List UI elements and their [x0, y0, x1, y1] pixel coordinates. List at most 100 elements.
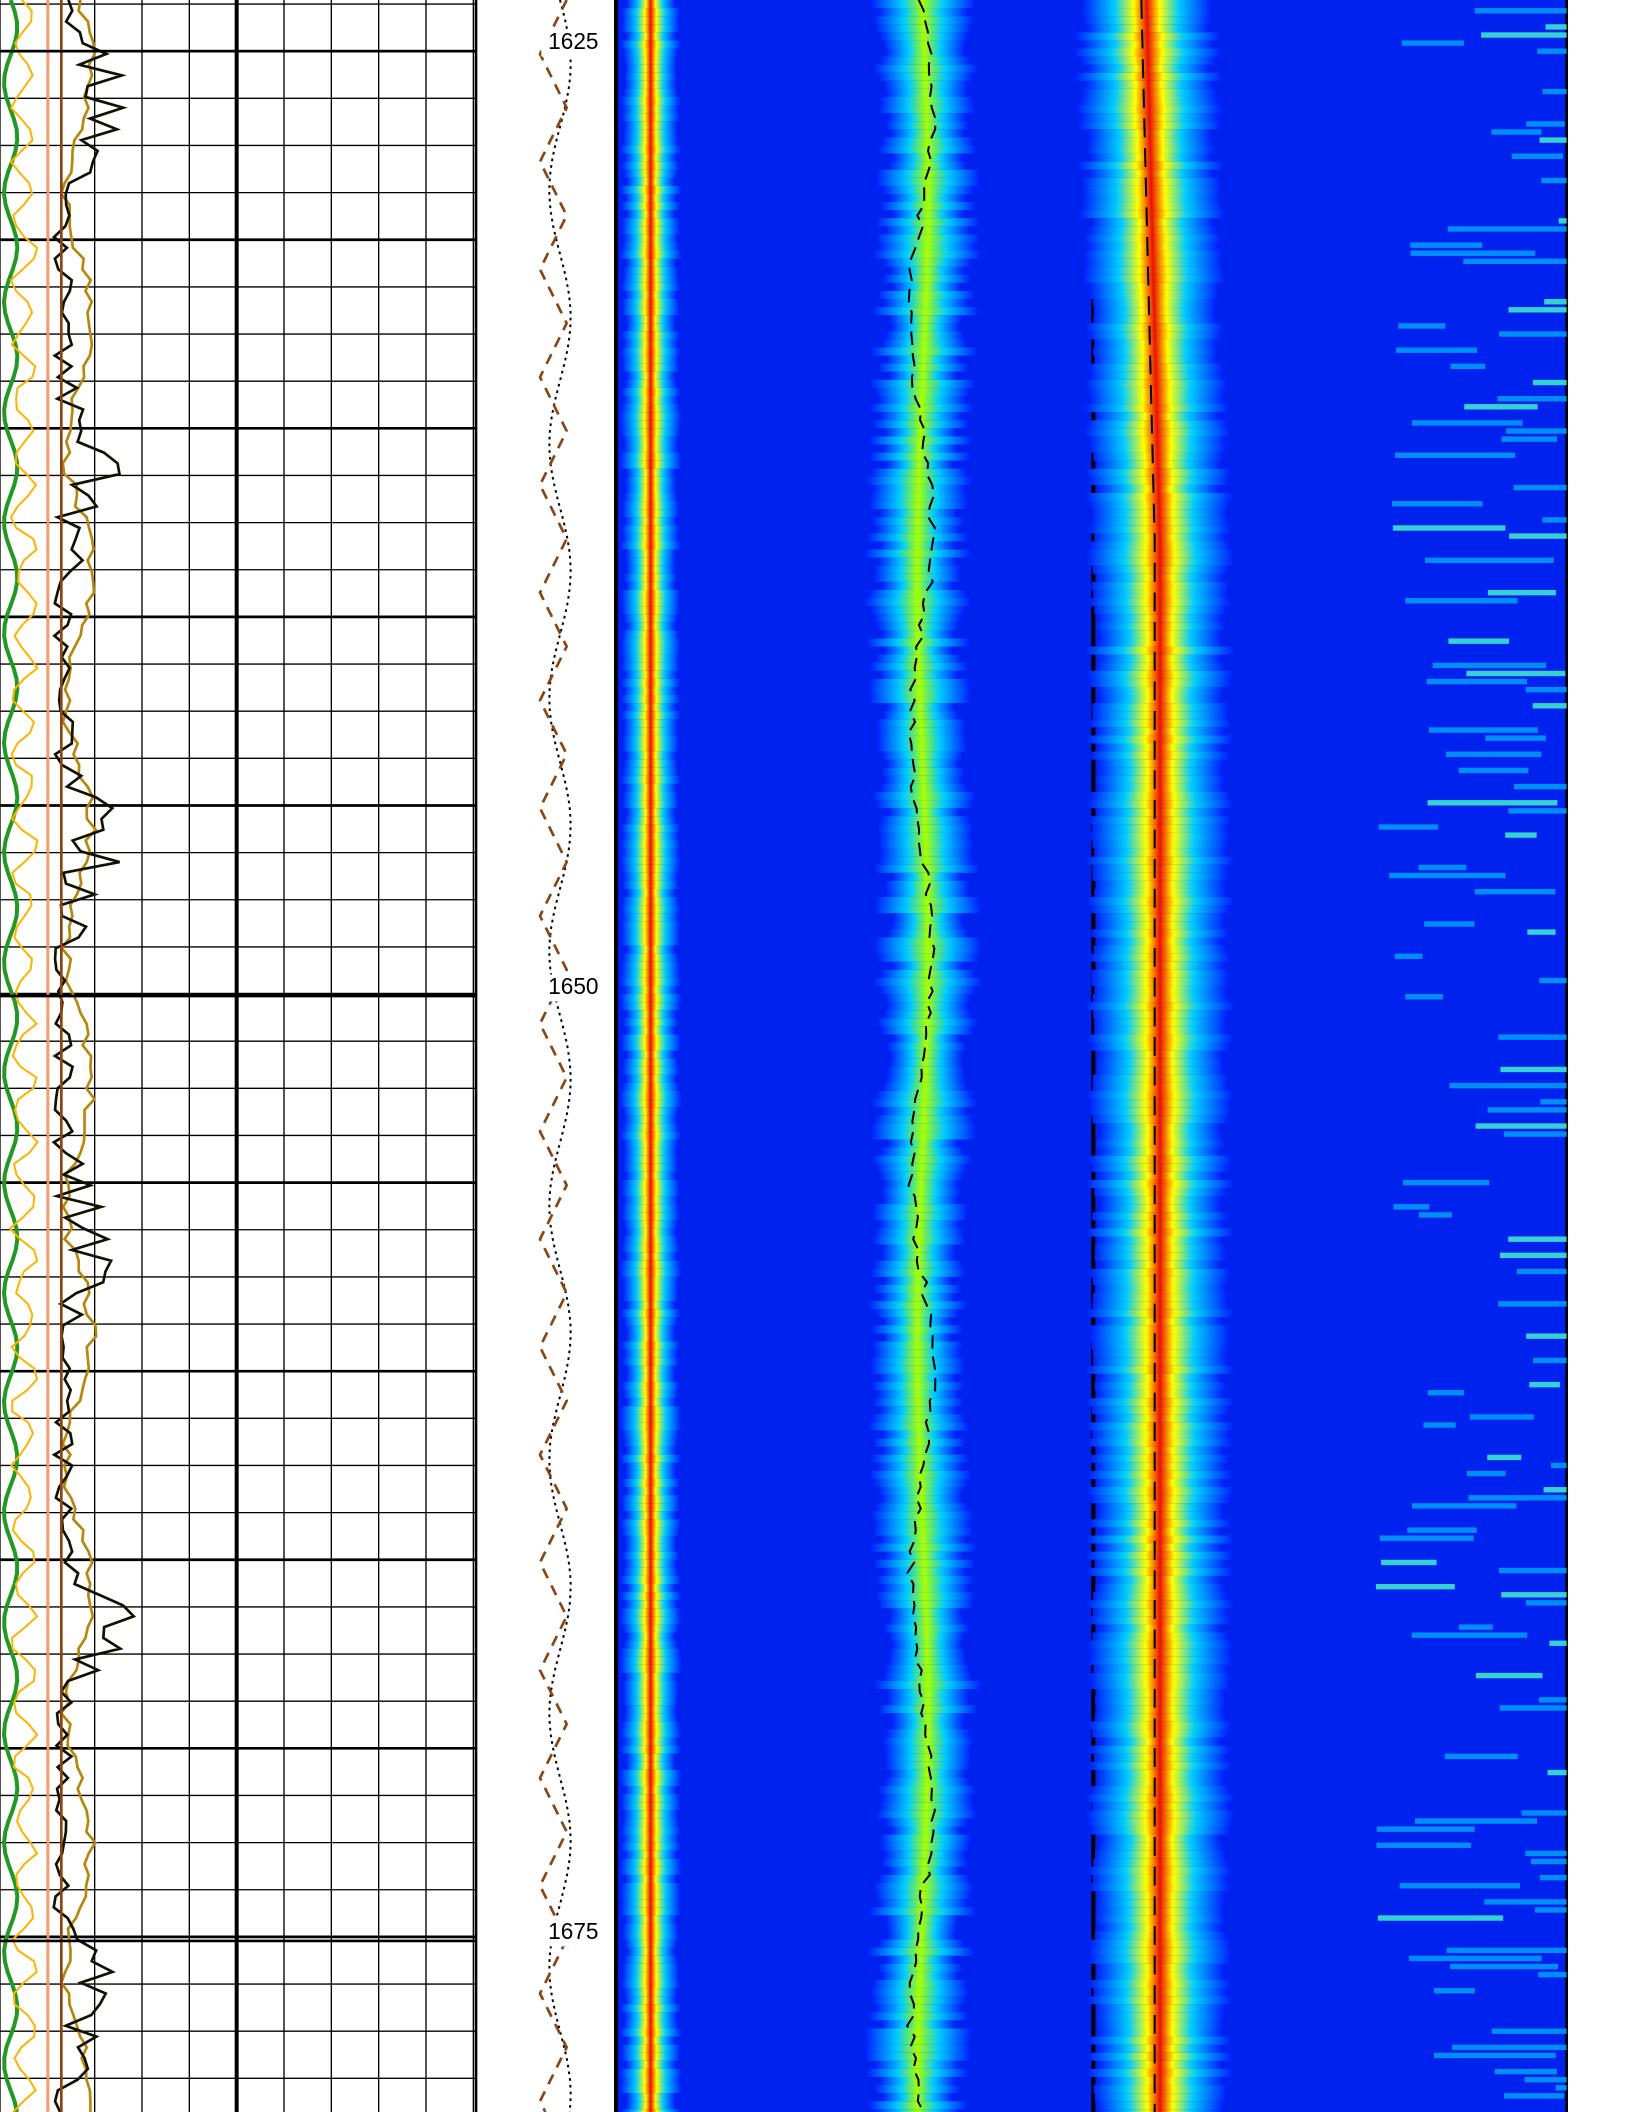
image-band — [626, 1333, 675, 1342]
image-band — [622, 331, 680, 340]
image-band — [1094, 1713, 1226, 1722]
image-band — [1090, 1099, 1230, 1108]
image-band — [620, 1891, 681, 1900]
image-band — [1098, 484, 1219, 493]
image-band — [1082, 185, 1221, 194]
image-band — [620, 1592, 681, 1601]
image-streak — [1487, 1107, 1567, 1113]
image-streak — [1427, 1390, 1465, 1396]
image-band — [874, 1883, 973, 1892]
image-streak — [1466, 670, 1566, 677]
image-band — [876, 1503, 967, 1512]
image-band — [1094, 1244, 1226, 1253]
image-band — [622, 1963, 679, 1972]
image-band — [865, 2052, 970, 2061]
image-band — [1098, 767, 1222, 776]
image-band — [1086, 323, 1223, 332]
image-band — [886, 1955, 955, 1964]
image-band — [625, 816, 677, 825]
image-streak — [1500, 1066, 1567, 1073]
depth-label: 1625 — [548, 28, 598, 54]
image-band — [890, 1648, 965, 1657]
image-band — [1096, 1769, 1224, 1778]
image-band — [1099, 937, 1221, 946]
image-streak — [1450, 1963, 1559, 1970]
image-band — [624, 1713, 677, 1722]
image-streak — [1425, 557, 1554, 564]
curve — [905, 0, 937, 2112]
image-band — [874, 1559, 975, 1568]
image-streak — [1433, 2052, 1556, 2059]
image-streak — [1532, 379, 1567, 386]
image-band — [1093, 1664, 1227, 1673]
image-band — [873, 16, 974, 25]
image-band — [882, 1794, 972, 1803]
image-band — [1094, 1931, 1226, 1940]
image-band — [626, 468, 675, 477]
image-band — [1093, 2085, 1227, 2094]
image-band — [1089, 282, 1218, 291]
image-band — [622, 307, 680, 316]
image-band — [1094, 2093, 1226, 2102]
image-band — [878, 396, 966, 405]
image-band — [874, 573, 961, 582]
image-band — [1093, 452, 1223, 461]
image-band — [1091, 218, 1213, 227]
image-band — [1086, 468, 1231, 477]
image-band — [620, 2085, 682, 2094]
image-band — [624, 985, 677, 995]
image-band — [621, 775, 681, 784]
image-band — [874, 250, 981, 259]
image-band — [624, 1317, 678, 1326]
image-band — [1086, 1002, 1234, 1011]
image-band — [626, 565, 675, 574]
image-streak — [1449, 1082, 1567, 1089]
image-streak — [1508, 808, 1567, 814]
image-band — [620, 1745, 681, 1754]
image-streak — [1542, 88, 1567, 95]
image-band — [620, 1729, 681, 1738]
image-streak — [1475, 1672, 1543, 1679]
image-band — [1086, 492, 1232, 502]
image-band — [624, 1115, 677, 1124]
image-band — [873, 1398, 963, 1407]
image-band — [875, 1228, 963, 1237]
image-band — [880, 202, 976, 211]
depth-label-bg — [541, 1919, 606, 1947]
image-band — [622, 299, 680, 308]
image-band — [1087, 420, 1227, 429]
image-band — [870, 1365, 965, 1374]
image-streak — [1426, 678, 1528, 685]
image-streak — [1541, 177, 1567, 184]
image-band — [892, 961, 964, 970]
image-band — [1092, 1729, 1228, 1738]
image-band — [883, 1317, 952, 1326]
image-streak — [1494, 2068, 1557, 2075]
image-band — [1094, 1697, 1226, 1706]
image-band — [882, 1584, 969, 1593]
image-band — [620, 1099, 682, 1108]
image-streak — [1499, 1252, 1567, 1259]
image-streak — [1405, 598, 1518, 604]
image-band — [1093, 589, 1227, 599]
image-band — [621, 226, 680, 235]
curve — [1140, 0, 1156, 2112]
image-band — [875, 2060, 960, 2069]
image-band — [885, 1850, 965, 1859]
image-band — [621, 2044, 680, 2053]
image-band — [1098, 614, 1222, 623]
image-band — [1087, 897, 1233, 906]
image-band — [887, 355, 961, 364]
image-band — [626, 2093, 675, 2102]
image-band — [623, 1567, 678, 1576]
image-band — [1092, 994, 1228, 1003]
image-band — [1096, 1066, 1224, 1075]
image-band — [872, 1341, 962, 1350]
image-band — [1089, 290, 1218, 300]
image-band — [623, 266, 678, 275]
image-streak — [1555, 2085, 1567, 2091]
image-band — [872, 1381, 964, 1391]
image-streak — [1377, 1915, 1504, 1921]
image-band — [884, 299, 968, 308]
image-band — [620, 96, 681, 106]
